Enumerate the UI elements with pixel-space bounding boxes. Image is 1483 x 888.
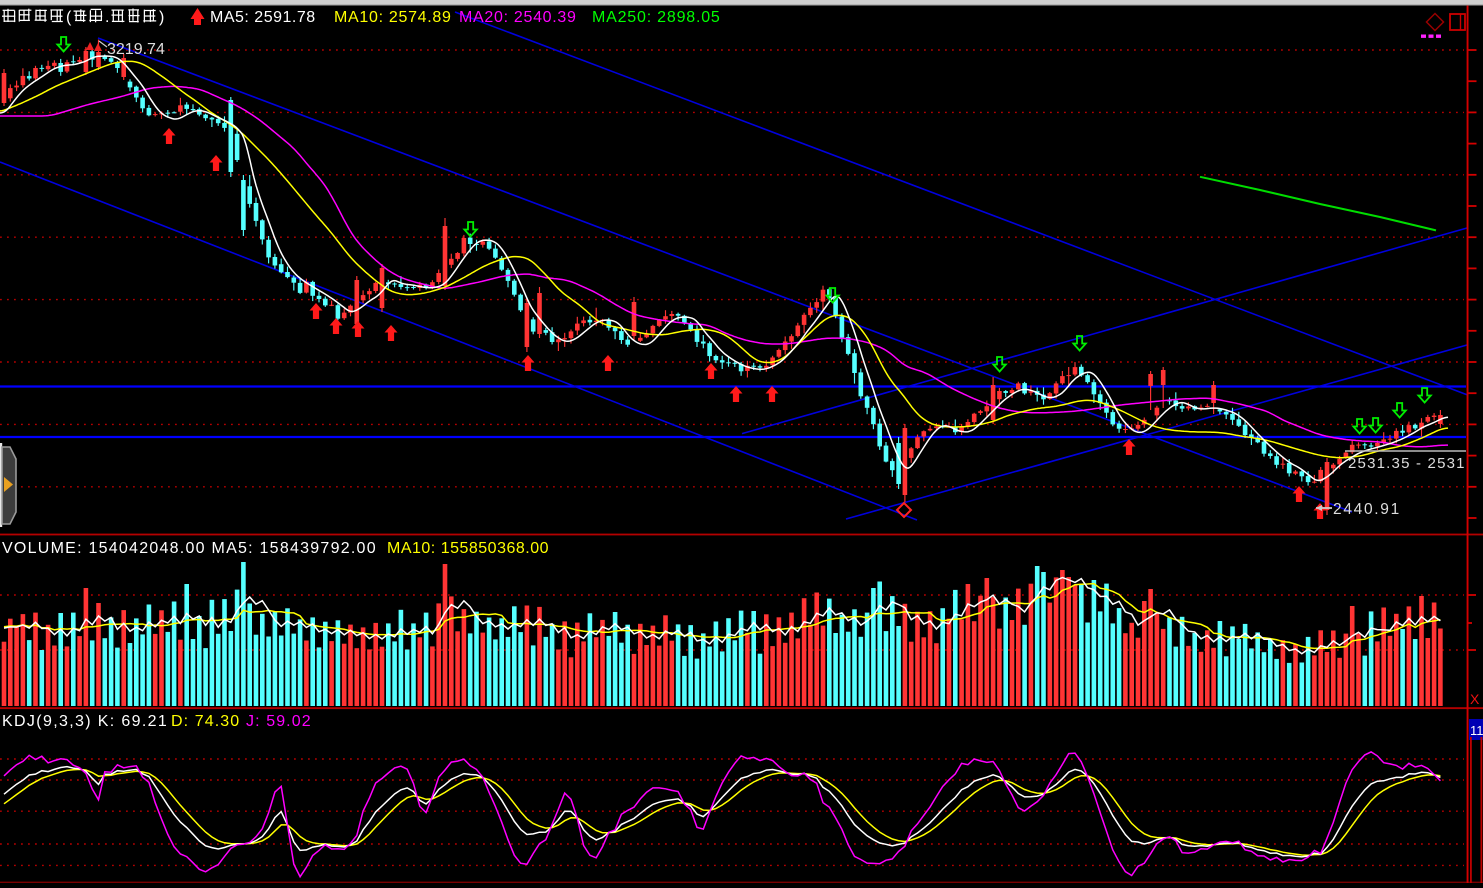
svg-text:KDJ(9,3,3) K: 69.21: KDJ(9,3,3) K: 69.21 xyxy=(2,713,168,730)
svg-text:11: 11 xyxy=(1470,723,1483,738)
svg-text:2531.35 - 2531: 2531.35 - 2531 xyxy=(1348,455,1466,472)
svg-text:D: 74.30: D: 74.30 xyxy=(171,713,240,730)
svg-text:MA10: 155850368.00: MA10: 155850368.00 xyxy=(387,540,549,557)
svg-text:MA10: 2574.89: MA10: 2574.89 xyxy=(334,9,452,26)
svg-text:(: ( xyxy=(66,9,72,26)
svg-text:3219.74: 3219.74 xyxy=(107,41,165,58)
svg-text:2440.91: 2440.91 xyxy=(1333,501,1401,518)
svg-text:.: . xyxy=(105,9,109,26)
svg-text:X: X xyxy=(1470,691,1480,707)
svg-text:): ) xyxy=(159,9,164,26)
svg-text:MA5: 2591.78: MA5: 2591.78 xyxy=(210,9,316,26)
svg-text:J: 59.02: J: 59.02 xyxy=(246,713,312,730)
svg-text:MA250: 2898.05: MA250: 2898.05 xyxy=(592,9,721,26)
svg-text:MA20: 2540.39: MA20: 2540.39 xyxy=(459,9,577,26)
svg-text:VOLUME: 154042048.00 MA5: 1584: VOLUME: 154042048.00 MA5: 158439792.00 xyxy=(2,540,377,557)
